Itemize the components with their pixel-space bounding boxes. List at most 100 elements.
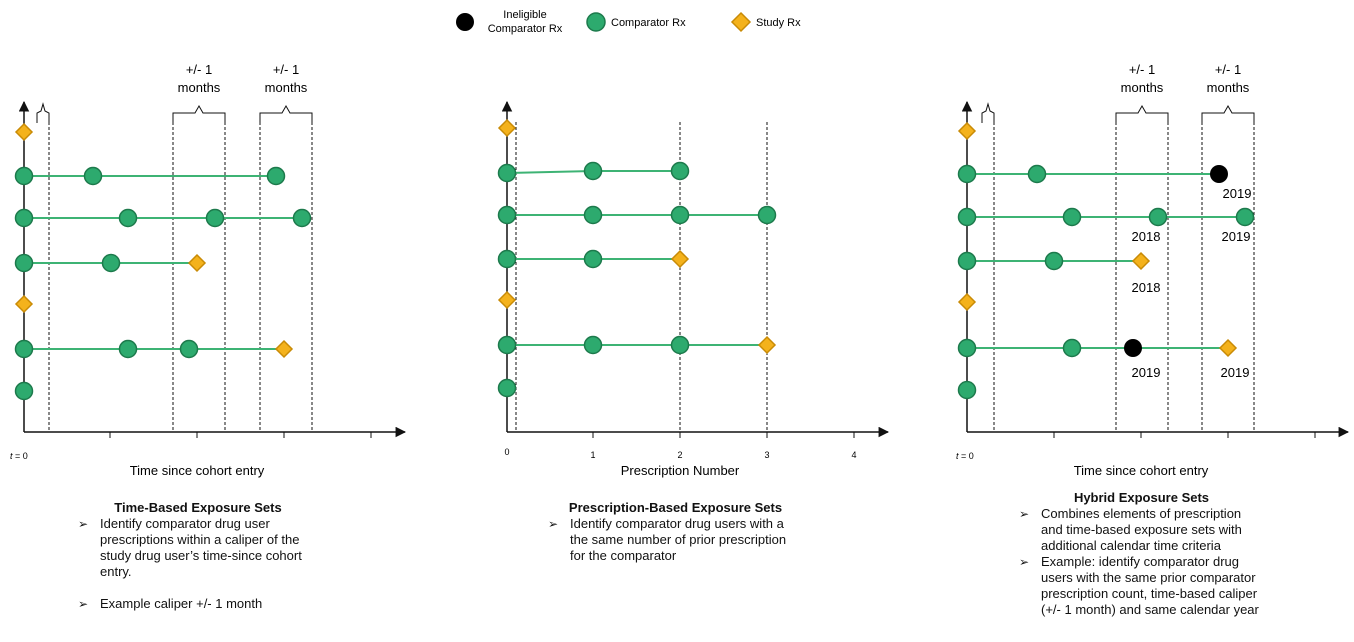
comparator-rx-marker — [670, 335, 690, 355]
comparator-rx-marker — [266, 166, 286, 186]
year-label: 2018 — [1132, 280, 1161, 295]
x-axis-label: Time since cohort entry — [1074, 463, 1209, 478]
bullet-item: Combines elements of prescription and ti… — [1019, 506, 1264, 554]
x-axis-label: Prescription Number — [621, 463, 740, 478]
comparator-rx-marker — [205, 208, 225, 228]
legend-study-label: Study Rx — [756, 17, 801, 29]
comparator-rx-marker — [957, 338, 977, 358]
hybrid-caption: Hybrid Exposure Sets Combines elements o… — [1019, 490, 1264, 618]
comparator-rx-marker — [101, 253, 121, 273]
x-axis-label: Time since cohort entry — [130, 463, 265, 478]
legend-ineligible-label-line2: Comparator Rx — [488, 23, 563, 35]
comparator-rx-marker — [497, 378, 517, 398]
bullet-item: Example caliper +/- 1 month — [78, 596, 318, 612]
comparator-rx-marker — [14, 208, 34, 228]
prescription-based-panel: 0 1 2 3 4 Prescription Number — [497, 100, 890, 478]
x-tick-label: 4 — [851, 450, 856, 460]
comparator-rx-marker — [583, 161, 603, 181]
caliper-label-line2: months — [178, 80, 221, 95]
comparator-rx-marker — [957, 380, 977, 400]
comparator-rx-marker — [1062, 338, 1082, 358]
comparator-rx-marker — [757, 205, 777, 225]
year-label: 2019 — [1223, 186, 1252, 201]
comparator-rx-marker — [1062, 207, 1082, 227]
comparator-rx-marker — [14, 339, 34, 359]
study-rx-marker — [957, 292, 977, 312]
patient-line — [506, 170, 594, 174]
year-label: 2019 — [1132, 365, 1161, 380]
x-tick-label: 1 — [590, 450, 595, 460]
x-tick-label: 0 — [504, 447, 509, 457]
comparator-rx-marker — [14, 253, 34, 273]
caliper-label-line1: +/- 1 — [1215, 62, 1241, 77]
study-rx-marker — [14, 294, 34, 314]
comparator-rx-marker — [1044, 251, 1064, 271]
caliper-brace — [1115, 104, 1169, 123]
caliper-brace — [981, 102, 995, 123]
caliper-label-line1: +/- 1 — [273, 62, 299, 77]
panel-title: Prescription-Based Exposure Sets — [568, 500, 783, 515]
study-rx-marker — [497, 118, 517, 138]
hybrid-panel: +/- 1 months +/- 1 months t = 0 Time sin… — [956, 62, 1350, 478]
caliper-label-line1: +/- 1 — [186, 62, 212, 77]
caliper-label-line2: months — [1121, 80, 1164, 95]
comparator-rx-marker — [1235, 207, 1255, 227]
legend-ineligible-marker — [456, 13, 474, 31]
study-rx-marker — [274, 339, 294, 359]
study-rx-marker — [670, 249, 690, 269]
comparator-rx-marker — [583, 205, 603, 225]
caliper-brace — [172, 104, 226, 123]
comparator-rx-marker — [497, 249, 517, 269]
legend: Ineligible Comparator Rx Comparator Rx S… — [456, 9, 801, 35]
comparator-rx-marker — [1027, 164, 1047, 184]
study-rx-marker — [957, 121, 977, 141]
study-rx-marker — [187, 253, 207, 273]
comparator-rx-marker — [1148, 207, 1168, 227]
comparator-rx-marker — [670, 205, 690, 225]
comparator-rx-marker — [957, 207, 977, 227]
year-label: 2019 — [1222, 229, 1251, 244]
comparator-rx-marker — [497, 163, 517, 183]
legend-comparator-marker — [586, 12, 606, 32]
caliper-brace — [1201, 104, 1255, 123]
caliper-brace — [259, 104, 313, 123]
comparator-rx-marker — [957, 164, 977, 184]
comparator-rx-marker — [583, 249, 603, 269]
caliper-brace — [36, 102, 50, 123]
comparator-rx-marker — [957, 251, 977, 271]
comparator-rx-marker — [497, 205, 517, 225]
comparator-rx-marker — [670, 161, 690, 181]
study-rx-marker — [1131, 251, 1151, 271]
prescription-based-caption: Prescription-Based Exposure Sets Identif… — [548, 500, 803, 564]
time-based-panel: +/- 1 months +/- 1 months t = 0 Time sin… — [10, 62, 407, 478]
ineligible-rx-marker — [1124, 339, 1142, 357]
ineligible-rx-marker — [1210, 165, 1228, 183]
bullet-list: Identify comparator drug users with a th… — [548, 516, 803, 564]
comparator-rx-marker — [14, 166, 34, 186]
bullet-list: Combines elements of prescription and ti… — [1019, 506, 1264, 618]
caliper-label-line1: +/- 1 — [1129, 62, 1155, 77]
year-label: 2018 — [1132, 229, 1161, 244]
caliper-label-line2: months — [265, 80, 308, 95]
x-tick-label: 3 — [764, 450, 769, 460]
study-rx-marker — [1218, 338, 1238, 358]
t0-label: t = 0 — [956, 451, 974, 461]
bullet-list: Identify comparator drug user prescripti… — [78, 516, 318, 612]
comparator-rx-marker — [497, 335, 517, 355]
legend-study-marker — [730, 11, 752, 33]
bullet-item: Identify comparator drug users with a th… — [548, 516, 803, 564]
bullet-item: Identify comparator drug user prescripti… — [78, 516, 318, 580]
legend-comparator-label: Comparator Rx — [611, 17, 686, 29]
comparator-rx-marker — [179, 339, 199, 359]
panel-title: Time-Based Exposure Sets — [114, 500, 282, 515]
panel-title: Hybrid Exposure Sets — [1073, 490, 1210, 505]
t0-label: t = 0 — [10, 451, 28, 461]
year-label: 2019 — [1221, 365, 1250, 380]
bullet-item: Example: identify comparator drug users … — [1019, 554, 1264, 618]
legend-ineligible-label-line1: Ineligible — [503, 9, 546, 21]
comparator-rx-marker — [14, 381, 34, 401]
time-based-caption: Time-Based Exposure Sets Identify compar… — [78, 500, 318, 612]
comparator-rx-marker — [83, 166, 103, 186]
study-rx-marker — [14, 122, 34, 142]
